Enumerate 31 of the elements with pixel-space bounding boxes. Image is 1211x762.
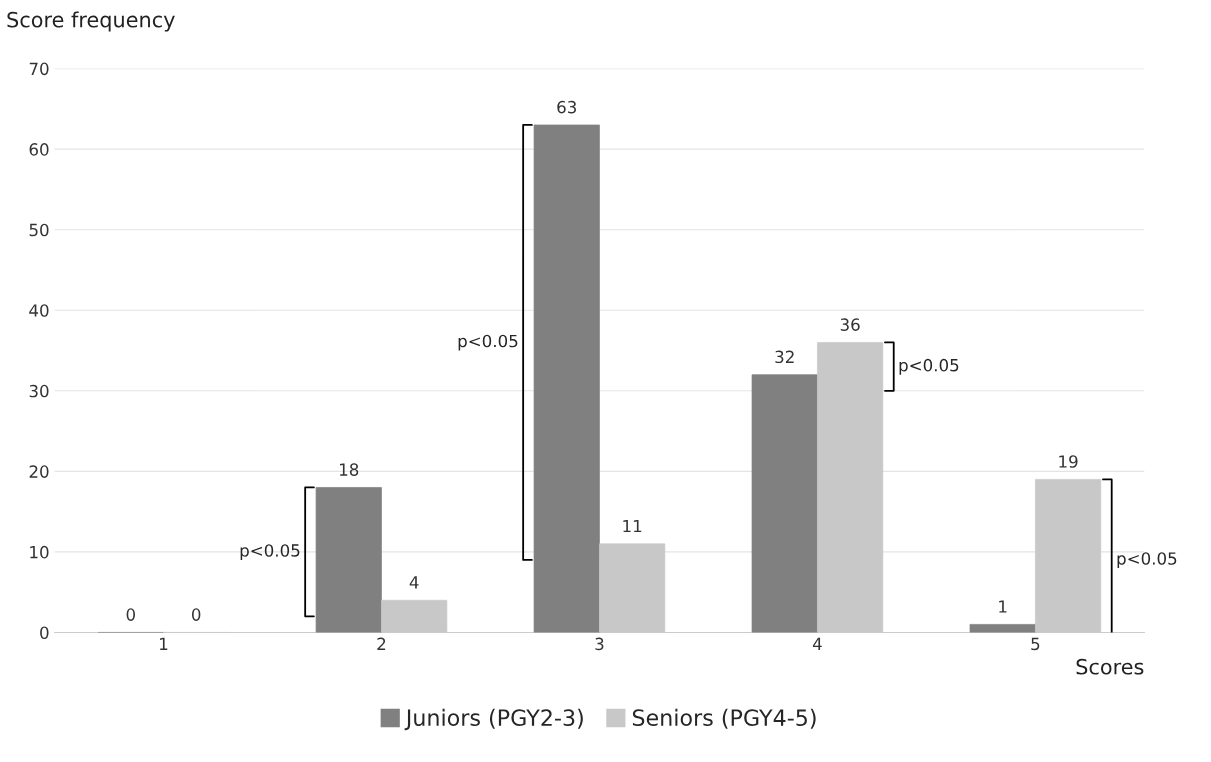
x-tick-label: 5 [1031,637,1040,651]
y-tick-label: 0 [40,626,49,640]
annotation: p<0.05 [1117,552,1177,569]
x-tick-label: 4 [812,637,822,650]
annotation: p<0.05 [458,334,518,351]
data-label: 18 [339,463,359,476]
data-label: 36 [840,318,860,331]
data-label: 11 [623,519,642,533]
x-tick-label: 3 [595,637,604,651]
data-label: 1 [999,600,1007,613]
annotation: p<0.05 [899,358,959,375]
legend-label: Seniors (PGY4-5) [632,708,816,729]
annotation: p<0.05 [240,544,300,560]
data-label: 32 [775,350,794,364]
y-tick-label: 60 [29,143,49,156]
data-label: 63 [557,100,577,114]
data-label: 19 [1059,455,1078,468]
x-tick-label: 2 [377,637,386,650]
x-axis-title: Scores [1076,658,1144,675]
y-tick-label: 70 [29,62,49,76]
y-tick-label: 50 [29,223,49,237]
y-tick-label: 10 [30,545,49,559]
x-tick-label: 1 [160,637,168,650]
y-tick-label: 20 [29,465,49,478]
data-label: 0 [126,608,135,621]
data-label: 0 [191,608,201,621]
y-axis-title: Score frequency [7,11,175,32]
legend-label: Juniors (PGY2-3) [404,708,583,731]
y-tick-label: 30 [29,384,49,398]
y-tick-label: 40 [29,304,49,317]
data-label: 4 [409,576,419,589]
